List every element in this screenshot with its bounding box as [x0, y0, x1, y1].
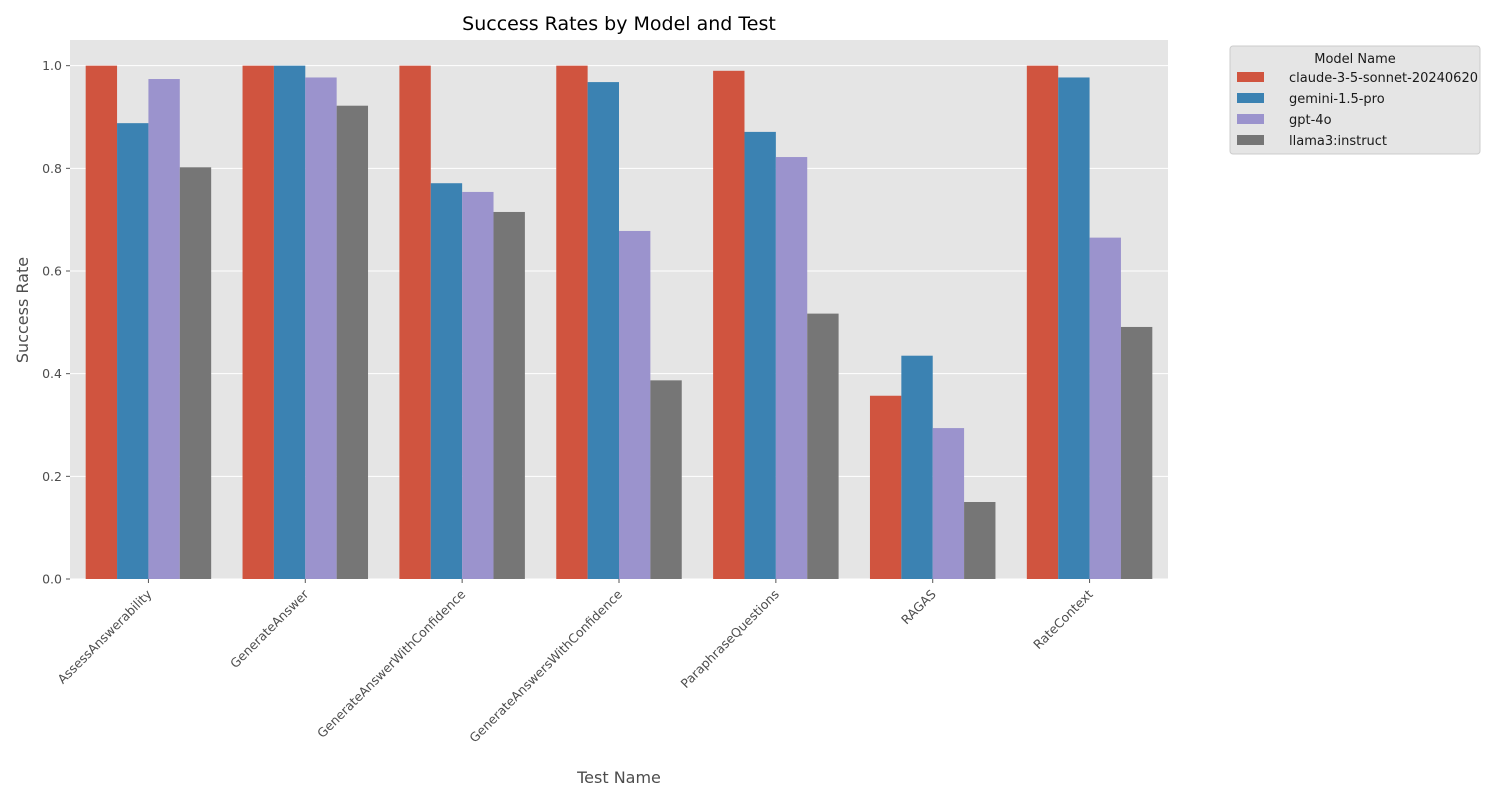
- bar: [117, 123, 149, 579]
- bar: [148, 79, 180, 579]
- legend-items: claude-3-5-sonnet-20240620 gemini-1.5-pro…: [1237, 71, 1478, 149]
- bar: [493, 211, 525, 579]
- y-tick-label: 0.0: [42, 572, 62, 587]
- bar: [650, 380, 682, 579]
- bar: [964, 502, 996, 579]
- y-axis-title: Success Rate: [13, 257, 32, 363]
- legend-label: llama3:instruct: [1289, 134, 1387, 149]
- y-tick-label: 0.8: [42, 161, 62, 176]
- bar: [430, 183, 463, 579]
- legend-label: gpt-4o: [1289, 113, 1332, 128]
- y-tick-label: 1.0: [42, 58, 62, 73]
- bar: [273, 65, 306, 579]
- x-tick-label: AssessAnswerability: [54, 586, 155, 687]
- bar: [179, 167, 212, 579]
- bar: [932, 428, 965, 579]
- bar: [336, 105, 369, 579]
- x-tick-label: RateContext: [1030, 586, 1096, 652]
- x-tick-label: GenerateAnswerWithConfidence: [314, 586, 468, 740]
- bars: [85, 65, 1153, 580]
- bar: [462, 191, 494, 580]
- x-tick-label: GenerateAnswer: [227, 586, 312, 671]
- bar: [85, 65, 118, 579]
- legend-label: claude-3-5-sonnet-20240620: [1289, 71, 1478, 86]
- bar: [901, 355, 933, 579]
- bar: [1120, 326, 1153, 579]
- legend-swatch: [1237, 93, 1264, 103]
- bar: [744, 131, 776, 580]
- x-axis-title: Test Name: [576, 768, 661, 787]
- legend-title: Model Name: [1314, 52, 1396, 67]
- bar: [713, 70, 745, 580]
- bar: [619, 230, 651, 579]
- bar: [1058, 77, 1090, 580]
- legend-frame: [1229, 45, 1481, 155]
- bar: [1026, 65, 1059, 579]
- bar: [1089, 237, 1121, 579]
- legend: Model Name claude-3-5-sonnet-20240620 gem…: [1229, 45, 1481, 155]
- bar: [399, 65, 431, 579]
- bar: [587, 82, 619, 580]
- bar: [556, 65, 588, 579]
- y-tick-label: 0.6: [42, 264, 62, 279]
- bar: [869, 395, 902, 579]
- y-axis-ticks: 0.0 0.2 0.4 0.6 0.8 1.0: [42, 58, 70, 587]
- legend-label: gemini-1.5-pro: [1289, 92, 1385, 107]
- chart-title: Success Rates by Model and Test: [462, 13, 776, 35]
- x-tick-label: RAGAS: [898, 586, 939, 627]
- x-tick-label: ParaphraseQuestions: [678, 587, 782, 691]
- bar: [242, 65, 274, 579]
- x-tick-label: GenerateAnswersWithConfidence: [466, 586, 625, 745]
- y-tick-label: 0.2: [42, 469, 62, 484]
- bar: [305, 77, 337, 580]
- bar: [807, 313, 839, 579]
- legend-swatch: [1237, 114, 1264, 124]
- legend-swatch: [1237, 72, 1264, 82]
- x-axis-ticks: AssessAnswerability GenerateAnswer Generat…: [54, 579, 1096, 745]
- bar: [775, 157, 808, 580]
- y-tick-label: 0.4: [42, 366, 62, 381]
- legend-swatch: [1237, 135, 1264, 145]
